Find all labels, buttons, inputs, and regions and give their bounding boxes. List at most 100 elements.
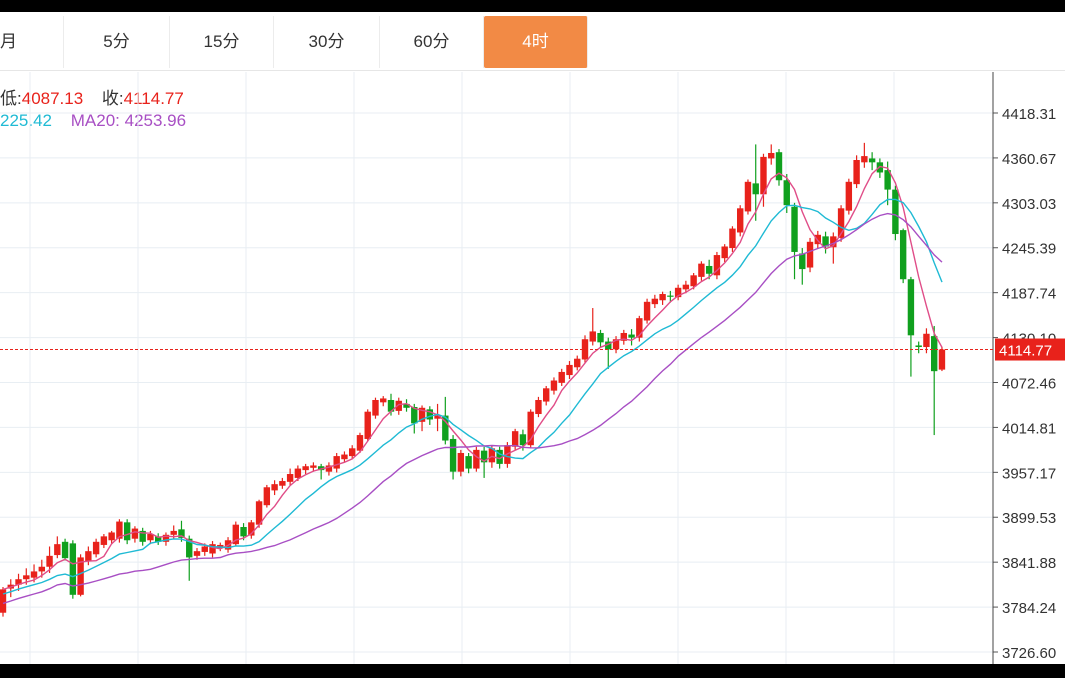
candle-body xyxy=(61,541,69,559)
y-axis-tick-label: 3899.53 xyxy=(1002,510,1056,527)
candle-body xyxy=(705,265,713,274)
candle-body xyxy=(310,465,317,468)
candle-body xyxy=(488,448,496,463)
candle-body xyxy=(201,546,208,552)
candle-body xyxy=(861,156,868,163)
y-axis-tick-label: 3784.24 xyxy=(1002,600,1056,617)
candle-body xyxy=(837,208,845,238)
tab-30min[interactable]: 30分 xyxy=(274,16,380,68)
last-price-label: 4114.77 xyxy=(999,343,1052,360)
candle-body xyxy=(605,341,612,350)
candle-body xyxy=(550,380,558,391)
candle-body xyxy=(868,158,876,163)
candle-body xyxy=(527,411,534,446)
candle-body xyxy=(806,241,814,268)
candle-body xyxy=(15,579,22,585)
candle-body xyxy=(612,339,620,350)
candle-body xyxy=(240,527,247,537)
candle-body xyxy=(799,253,806,270)
candle-body xyxy=(636,318,643,338)
candle-body xyxy=(457,452,465,472)
candle-body xyxy=(372,399,379,416)
y-axis-tick-label: 3841.88 xyxy=(1002,555,1056,572)
last-price-tag xyxy=(995,338,1065,361)
candle-body xyxy=(302,466,309,471)
candle-body xyxy=(729,228,736,249)
candle-body xyxy=(511,431,519,447)
candle-body xyxy=(23,575,30,580)
candle-body xyxy=(325,465,333,472)
candle-body xyxy=(760,156,767,195)
candle-body xyxy=(54,544,61,556)
candle-body xyxy=(543,388,550,402)
candle-body xyxy=(628,334,635,338)
candle-body xyxy=(519,434,527,446)
candle-body xyxy=(294,468,302,478)
y-axis-tick-label: 4014.81 xyxy=(1002,420,1056,437)
candle-body xyxy=(923,333,930,348)
candle-body xyxy=(85,551,92,562)
tab-5min[interactable]: 5分 xyxy=(64,16,170,68)
candle-body xyxy=(263,487,271,506)
candle-body xyxy=(597,332,604,343)
candle-body xyxy=(232,524,239,545)
candle-body xyxy=(186,538,193,558)
candle-body xyxy=(480,450,488,463)
candle-body xyxy=(659,294,666,301)
y-axis-tick-label: 4072.46 xyxy=(1002,375,1056,392)
candle-body xyxy=(907,279,915,336)
candle-body xyxy=(92,541,100,555)
candle-body xyxy=(721,246,728,259)
candle-body xyxy=(566,364,573,376)
candle-body xyxy=(775,152,783,181)
candle-body xyxy=(884,170,891,190)
ma10-line xyxy=(2,198,943,595)
tab-15min[interactable]: 15分 xyxy=(170,16,274,68)
candle-body xyxy=(426,409,433,420)
candle-body xyxy=(698,263,705,277)
candle-body xyxy=(892,189,899,235)
candle-body xyxy=(853,159,860,185)
tab-month[interactable]: 月 xyxy=(0,16,64,68)
candle-body xyxy=(178,529,185,538)
y-axis-tick-label: 4187.74 xyxy=(1002,286,1056,303)
candle-body xyxy=(682,284,690,290)
candle-body xyxy=(651,298,659,305)
tab-60min[interactable]: 60分 xyxy=(380,16,484,68)
ohlc-readout: 低:4087.13 收:4114.77 xyxy=(0,84,184,109)
candle-body xyxy=(643,301,651,321)
candle-body xyxy=(317,466,325,471)
candle-body xyxy=(915,345,922,348)
candle-body xyxy=(744,181,752,212)
ma10-value: 225.42 xyxy=(0,111,52,130)
candle-body xyxy=(783,180,790,206)
candle-body xyxy=(535,399,542,415)
candle-body xyxy=(341,454,348,460)
candle-body xyxy=(791,206,798,252)
ma-readout: 225.42 MA20: 4253.96 xyxy=(0,111,186,131)
candle-body xyxy=(690,275,697,287)
low-label: 低: xyxy=(0,89,22,108)
y-axis-tick-label: 3726.60 xyxy=(1002,645,1056,662)
candle-body xyxy=(667,295,674,297)
candle-body xyxy=(380,398,387,403)
candle-body xyxy=(364,411,371,439)
tab-4hour[interactable]: 4时 xyxy=(484,16,588,68)
candle-body xyxy=(271,484,278,491)
candle-body xyxy=(0,589,7,613)
candle-body xyxy=(442,415,449,441)
candle-body xyxy=(434,415,441,419)
candle-body xyxy=(193,551,201,556)
candle-body xyxy=(279,481,286,486)
candle-body xyxy=(496,449,503,464)
candle-body xyxy=(209,544,216,554)
ma5-line xyxy=(2,165,943,591)
candle-body xyxy=(387,399,395,412)
candle-body xyxy=(286,474,294,482)
candle-body xyxy=(938,349,946,370)
candle-body xyxy=(155,536,162,542)
ma20-line xyxy=(2,212,943,605)
ma20-value: 4253.96 xyxy=(124,111,187,130)
close-label: 收: xyxy=(101,89,124,108)
candle-body xyxy=(248,522,255,536)
